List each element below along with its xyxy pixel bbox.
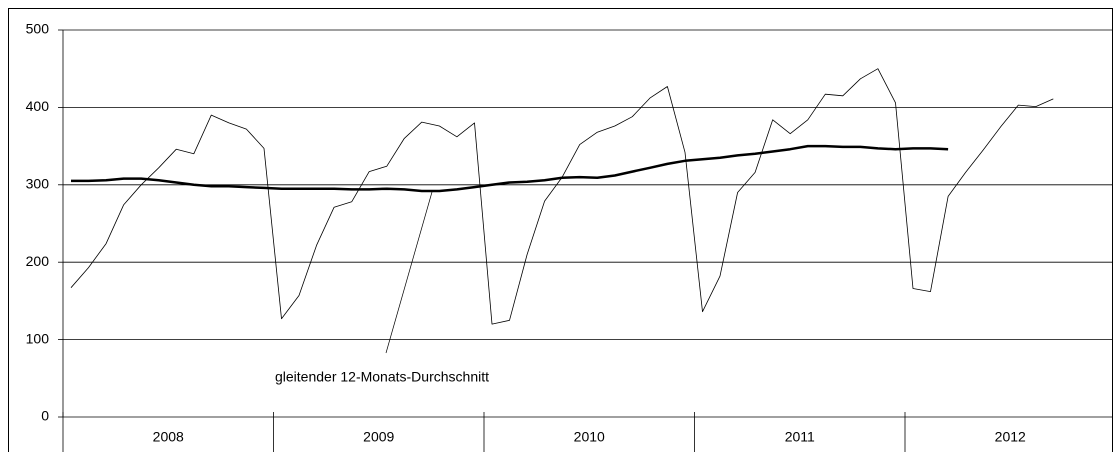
x-tick-label: 2012 [995, 429, 1026, 445]
annotation: gleitender 12-Monats-Durchschnitt [275, 369, 489, 385]
x-tick-label: 2011 [785, 429, 815, 445]
y-tick-label: 500 [26, 21, 50, 37]
y-tick-label: 0 [41, 408, 49, 424]
x-tick-label: 2008 [153, 429, 184, 445]
chart-frame [8, 8, 1113, 457]
y-tick-label: 300 [26, 176, 50, 192]
y-tick-label: 100 [26, 330, 50, 346]
y-tick-label: 200 [26, 253, 50, 269]
series-line [71, 144, 949, 193]
x-tick-label: 2010 [574, 429, 605, 445]
y-tick-label: 400 [26, 98, 50, 114]
annotation-leader [385, 191, 433, 354]
x-tick-label: 2009 [363, 429, 394, 445]
